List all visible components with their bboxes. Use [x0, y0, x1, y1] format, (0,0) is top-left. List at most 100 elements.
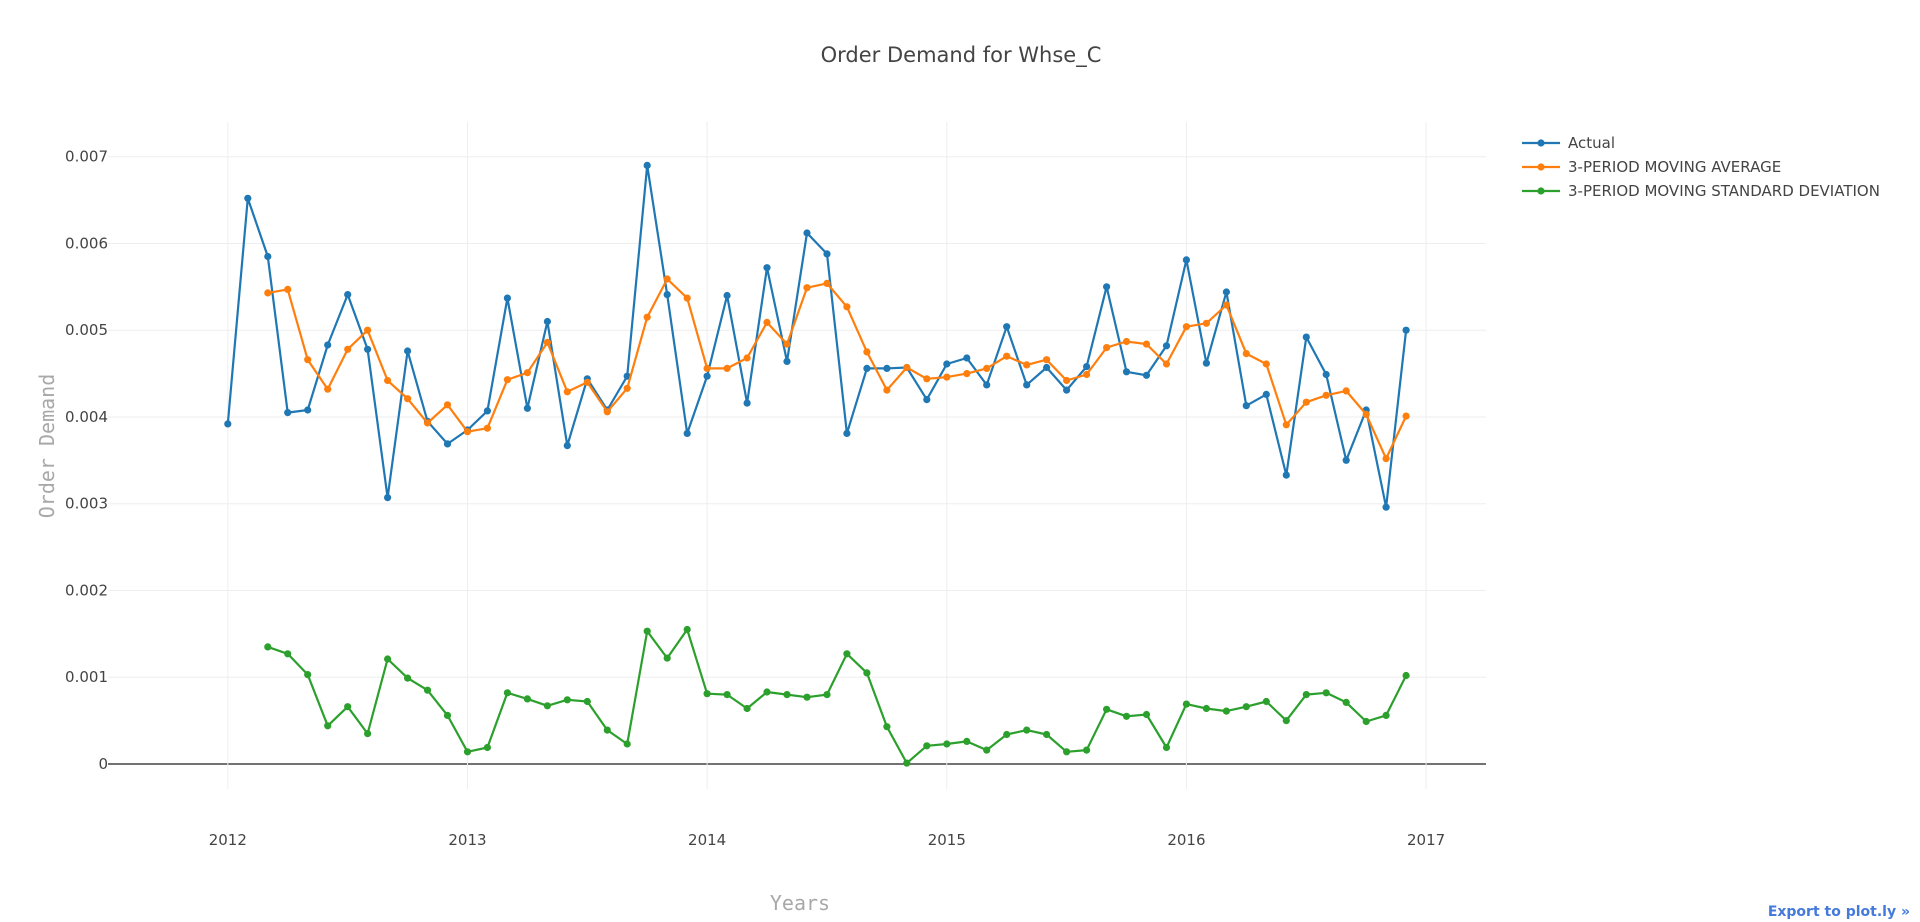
- data-point[interactable]: [763, 318, 771, 326]
- data-point[interactable]: [1222, 301, 1230, 309]
- data-point[interactable]: [503, 376, 511, 384]
- data-point[interactable]: [603, 726, 611, 734]
- data-point[interactable]: [1083, 370, 1091, 379]
- data-point[interactable]: [863, 364, 871, 372]
- data-point[interactable]: [304, 356, 312, 364]
- data-point[interactable]: [923, 396, 931, 404]
- data-point[interactable]: [404, 674, 412, 682]
- data-point[interactable]: [404, 347, 412, 355]
- data-point[interactable]: [1142, 710, 1151, 719]
- data-point[interactable]: [703, 364, 711, 372]
- data-point[interactable]: [483, 424, 491, 432]
- data-point[interactable]: [663, 275, 671, 283]
- data-point[interactable]: [663, 654, 671, 662]
- data-point[interactable]: [1202, 704, 1210, 713]
- data-point[interactable]: [1302, 691, 1310, 699]
- legend-item-actual[interactable]: Actual: [1522, 134, 1615, 152]
- data-point[interactable]: [1262, 697, 1270, 706]
- data-point[interactable]: [643, 313, 651, 321]
- data-point[interactable]: [963, 370, 971, 378]
- data-point[interactable]: [983, 364, 991, 372]
- data-point[interactable]: [344, 345, 352, 353]
- legend[interactable]: Actual 3-PERIOD MOVING AVERAGE 3-PERIOD MO…: [1522, 134, 1880, 200]
- data-point[interactable]: [1003, 352, 1011, 360]
- data-point[interactable]: [1122, 712, 1131, 720]
- data-point[interactable]: [1182, 700, 1190, 708]
- data-point[interactable]: [284, 650, 292, 658]
- data-point[interactable]: [1242, 350, 1250, 358]
- data-point[interactable]: [1003, 323, 1011, 331]
- data-point[interactable]: [1382, 711, 1390, 720]
- data-point[interactable]: [883, 723, 891, 731]
- data-point[interactable]: [863, 669, 871, 677]
- data-point[interactable]: [903, 759, 911, 767]
- data-point[interactable]: [244, 194, 252, 202]
- data-point[interactable]: [344, 703, 352, 711]
- data-point[interactable]: [1162, 342, 1171, 350]
- data-point[interactable]: [443, 711, 452, 720]
- data-point[interactable]: [703, 690, 711, 698]
- data-point[interactable]: [284, 409, 292, 417]
- data-point[interactable]: [783, 691, 791, 699]
- data-point[interactable]: [384, 655, 392, 663]
- data-point[interactable]: [1322, 370, 1330, 379]
- data-point[interactable]: [1162, 743, 1171, 752]
- data-point[interactable]: [583, 378, 591, 386]
- data-point[interactable]: [1043, 363, 1051, 372]
- data-point[interactable]: [903, 363, 911, 372]
- data-point[interactable]: [723, 691, 731, 699]
- data-point[interactable]: [1043, 730, 1051, 739]
- data-point[interactable]: [823, 250, 831, 258]
- data-point[interactable]: [583, 697, 591, 706]
- data-point[interactable]: [423, 419, 432, 427]
- data-point[interactable]: [963, 354, 971, 362]
- data-point[interactable]: [623, 384, 631, 392]
- legend-item-3-period-moving-standard-deviation[interactable]: 3-PERIOD MOVING STANDARD DEVIATION: [1522, 182, 1880, 200]
- data-point[interactable]: [1362, 410, 1370, 418]
- data-point[interactable]: [883, 364, 891, 372]
- data-point[interactable]: [284, 285, 292, 293]
- data-point[interactable]: [543, 317, 552, 326]
- data-point[interactable]: [364, 730, 372, 738]
- data-point[interactable]: [483, 743, 491, 752]
- data-point[interactable]: [523, 404, 532, 412]
- data-point[interactable]: [943, 373, 951, 381]
- data-point[interactable]: [923, 742, 931, 750]
- data-point[interactable]: [404, 395, 412, 403]
- data-point[interactable]: [364, 326, 372, 334]
- data-point[interactable]: [543, 338, 552, 346]
- data-point[interactable]: [563, 442, 571, 450]
- data-point[interactable]: [1043, 356, 1051, 364]
- data-point[interactable]: [1222, 288, 1230, 296]
- data-point[interactable]: [264, 643, 272, 651]
- data-point[interactable]: [1282, 471, 1290, 479]
- data-point[interactable]: [1063, 386, 1071, 394]
- data-point[interactable]: [743, 399, 751, 407]
- data-point[interactable]: [503, 689, 511, 697]
- data-point[interactable]: [423, 686, 432, 694]
- data-point[interactable]: [843, 429, 851, 437]
- data-point[interactable]: [1322, 391, 1330, 399]
- data-point[interactable]: [783, 357, 791, 365]
- data-point[interactable]: [1122, 337, 1131, 346]
- data-point[interactable]: [1262, 390, 1270, 398]
- data-point[interactable]: [304, 671, 312, 679]
- data-point[interactable]: [823, 691, 831, 699]
- data-point[interactable]: [943, 360, 951, 368]
- data-point[interactable]: [1142, 340, 1151, 348]
- data-point[interactable]: [803, 284, 811, 292]
- data-point[interactable]: [384, 376, 392, 385]
- series-actual[interactable]: [224, 161, 1410, 511]
- data-point[interactable]: [1023, 726, 1031, 734]
- data-point[interactable]: [304, 406, 312, 414]
- data-point[interactable]: [443, 401, 452, 409]
- data-point[interactable]: [983, 381, 991, 389]
- data-point[interactable]: [663, 291, 671, 299]
- data-point[interactable]: [224, 420, 232, 428]
- data-point[interactable]: [1162, 360, 1171, 368]
- data-point[interactable]: [1382, 455, 1390, 463]
- data-point[interactable]: [603, 408, 611, 416]
- data-point[interactable]: [783, 340, 791, 348]
- data-point[interactable]: [1322, 689, 1330, 697]
- data-point[interactable]: [763, 688, 771, 696]
